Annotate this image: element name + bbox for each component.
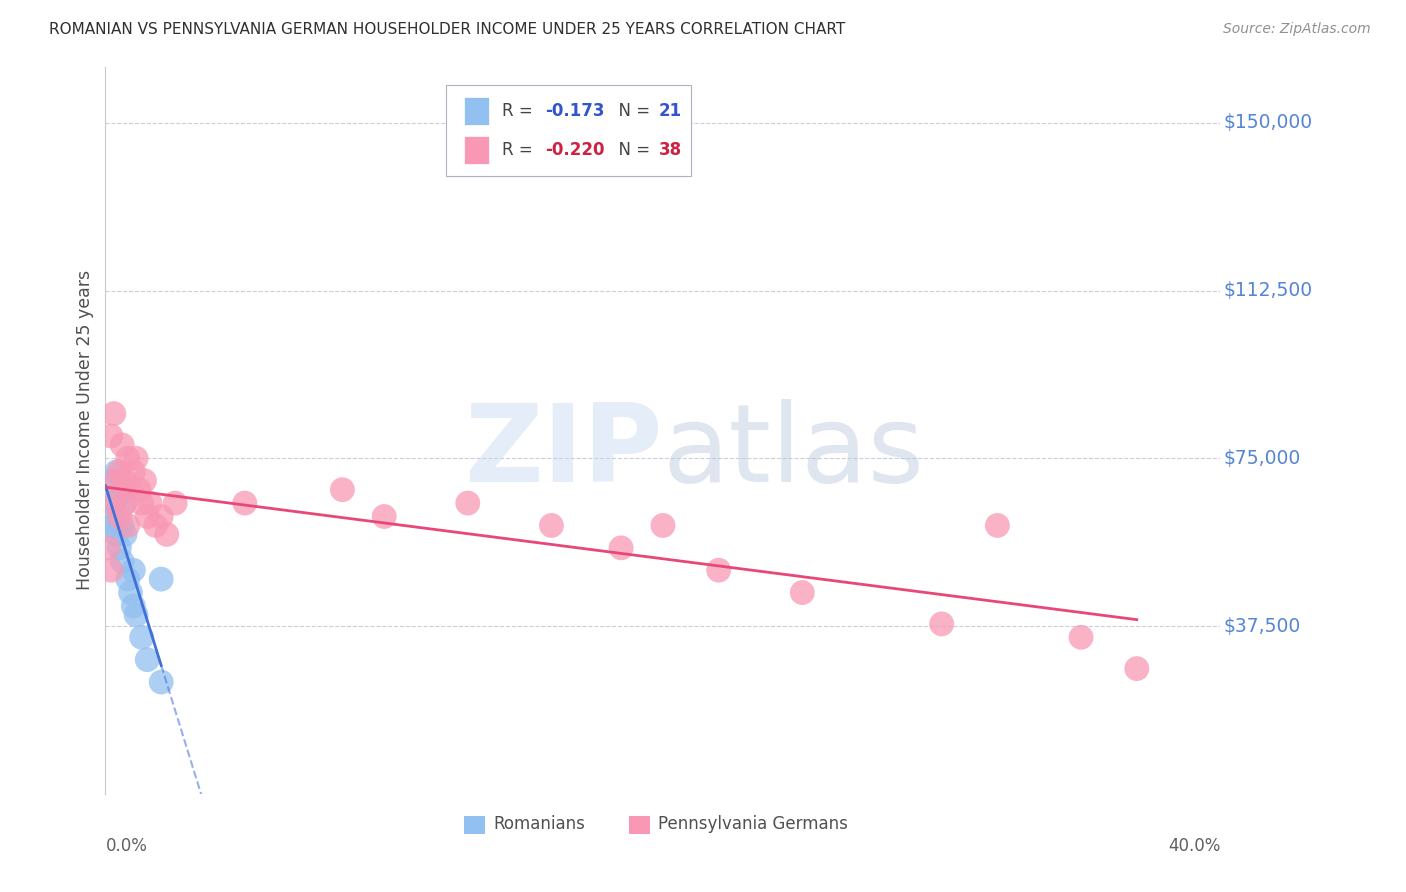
Text: N =: N = bbox=[609, 103, 655, 120]
Point bbox=[457, 496, 479, 510]
Point bbox=[136, 653, 159, 667]
Point bbox=[120, 483, 142, 497]
Point bbox=[125, 607, 148, 622]
Point bbox=[122, 563, 145, 577]
Text: R =: R = bbox=[502, 141, 538, 159]
Point bbox=[105, 465, 128, 479]
Point bbox=[128, 483, 150, 497]
Point bbox=[100, 429, 122, 443]
Point bbox=[165, 496, 187, 510]
Text: Romanians: Romanians bbox=[494, 815, 585, 833]
Point bbox=[150, 572, 173, 586]
Point bbox=[114, 496, 136, 510]
Point bbox=[150, 675, 173, 690]
Point bbox=[97, 541, 120, 555]
Point bbox=[1126, 662, 1149, 676]
Point bbox=[97, 509, 120, 524]
Point bbox=[117, 451, 139, 466]
Point bbox=[105, 474, 128, 488]
Point bbox=[108, 541, 131, 555]
Text: $75,000: $75,000 bbox=[1223, 449, 1301, 467]
Point bbox=[610, 541, 633, 555]
Point bbox=[111, 438, 134, 452]
Point bbox=[986, 518, 1008, 533]
Text: 38: 38 bbox=[658, 141, 682, 159]
Point bbox=[156, 527, 179, 541]
Point bbox=[114, 474, 136, 488]
Point bbox=[103, 407, 125, 421]
Point bbox=[134, 474, 156, 488]
Point bbox=[114, 527, 136, 541]
Point bbox=[120, 585, 142, 599]
Point bbox=[100, 563, 122, 577]
Point bbox=[103, 518, 125, 533]
Point bbox=[233, 496, 256, 510]
Text: -0.173: -0.173 bbox=[544, 103, 605, 120]
Bar bbox=[464, 136, 489, 163]
Y-axis label: Householder Income Under 25 years: Householder Income Under 25 years bbox=[76, 270, 94, 591]
Point bbox=[114, 496, 136, 510]
Point bbox=[108, 465, 131, 479]
Point bbox=[136, 509, 159, 524]
Point bbox=[332, 483, 354, 497]
Text: $37,500: $37,500 bbox=[1223, 616, 1301, 636]
Point bbox=[105, 527, 128, 541]
Point bbox=[707, 563, 730, 577]
Point bbox=[108, 509, 131, 524]
Text: Pennsylvania Germans: Pennsylvania Germans bbox=[658, 815, 848, 833]
Bar bbox=[464, 97, 489, 125]
Text: atlas: atlas bbox=[664, 400, 925, 505]
Point bbox=[108, 487, 131, 501]
Point bbox=[117, 572, 139, 586]
Point bbox=[111, 554, 134, 568]
Point bbox=[122, 465, 145, 479]
Point bbox=[117, 518, 139, 533]
Text: -0.220: -0.220 bbox=[544, 141, 605, 159]
Bar bbox=[464, 815, 485, 834]
Point bbox=[103, 496, 125, 510]
Point bbox=[131, 630, 153, 644]
Text: $150,000: $150,000 bbox=[1223, 113, 1313, 132]
Text: $112,500: $112,500 bbox=[1223, 281, 1313, 300]
Text: Source: ZipAtlas.com: Source: ZipAtlas.com bbox=[1223, 22, 1371, 37]
Point bbox=[792, 585, 814, 599]
Point bbox=[540, 518, 562, 533]
Bar bbox=[630, 815, 650, 834]
FancyBboxPatch shape bbox=[446, 85, 690, 176]
Point bbox=[150, 509, 173, 524]
Text: ZIP: ZIP bbox=[464, 400, 664, 505]
Point bbox=[931, 616, 953, 631]
Text: 0.0%: 0.0% bbox=[105, 838, 148, 855]
Point bbox=[373, 509, 395, 524]
Point bbox=[139, 496, 162, 510]
Text: N =: N = bbox=[609, 141, 655, 159]
Text: 40.0%: 40.0% bbox=[1168, 838, 1220, 855]
Point bbox=[111, 518, 134, 533]
Point bbox=[103, 496, 125, 510]
Point bbox=[1070, 630, 1092, 644]
Text: ROMANIAN VS PENNSYLVANIA GERMAN HOUSEHOLDER INCOME UNDER 25 YEARS CORRELATION CH: ROMANIAN VS PENNSYLVANIA GERMAN HOUSEHOL… bbox=[49, 22, 845, 37]
Point bbox=[131, 496, 153, 510]
Point bbox=[100, 474, 122, 488]
Point bbox=[652, 518, 675, 533]
Text: 21: 21 bbox=[658, 103, 682, 120]
Point bbox=[145, 518, 167, 533]
Text: R =: R = bbox=[502, 103, 538, 120]
Point bbox=[122, 599, 145, 613]
Point bbox=[125, 451, 148, 466]
